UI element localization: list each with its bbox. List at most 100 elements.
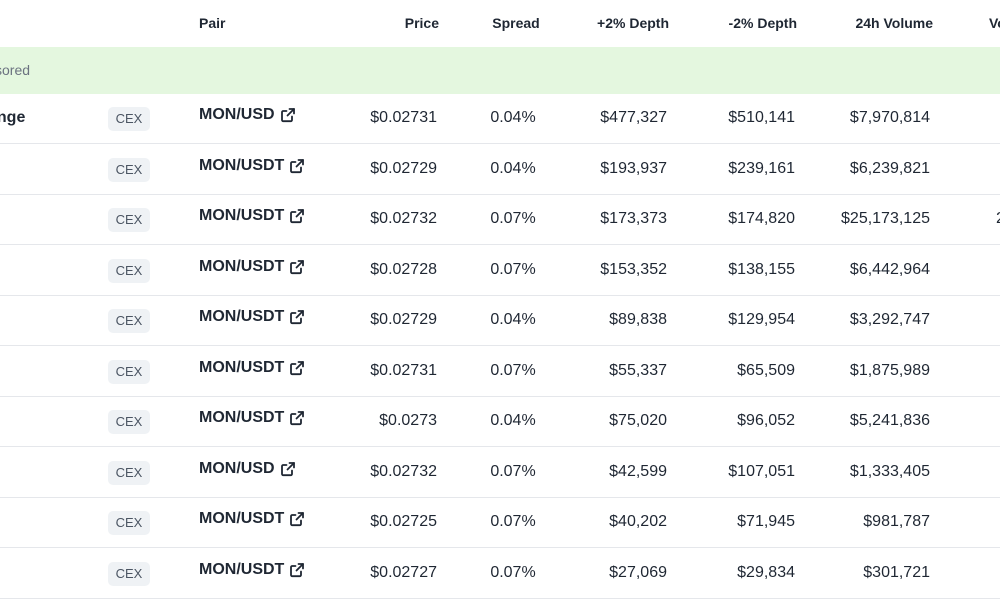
depth-minus-value: $510,141 bbox=[728, 109, 795, 126]
pair-label[interactable]: MON/USDT bbox=[199, 510, 285, 527]
exchange-type-badge: CEX bbox=[108, 208, 150, 232]
external-link-icon[interactable] bbox=[289, 259, 305, 275]
table-row[interactable]: CEX MON/USDT $0.02728 0.07% $153,352 $13… bbox=[0, 246, 1000, 296]
column-header-spread[interactable]: Spread bbox=[492, 15, 540, 31]
pair-label[interactable]: MON/USDT bbox=[199, 207, 285, 224]
price-value: $0.02732 bbox=[370, 462, 437, 480]
pair-link[interactable]: MON/USD bbox=[199, 460, 296, 478]
depth-plus-value: $89,838 bbox=[609, 311, 667, 328]
pair-link[interactable]: MON/USDT bbox=[199, 258, 305, 276]
exchange-type-badge: CEX bbox=[108, 309, 150, 333]
column-header-depth-plus[interactable]: +2% Depth bbox=[597, 15, 669, 31]
external-link-icon[interactable] bbox=[289, 208, 305, 224]
pair-label[interactable]: MON/USDT bbox=[199, 358, 285, 376]
pair-link[interactable]: MON/USDT bbox=[199, 359, 305, 377]
spread-value: 0.07% bbox=[490, 260, 536, 278]
table-row[interactable]: CEX MON/USDT $0.02727 0.07% $27,069 $29,… bbox=[0, 549, 1000, 599]
price-value: $0.02727 bbox=[370, 563, 437, 581]
depth-minus-value: $138,155 bbox=[728, 260, 795, 278]
price-value: $0.02729 bbox=[370, 311, 437, 328]
pair-label[interactable]: MON/USDT bbox=[199, 156, 285, 174]
table-row[interactable]: CEX MON/USDT $0.02725 0.07% $40,202 $71,… bbox=[0, 498, 1000, 548]
spread-value: 0.07% bbox=[490, 361, 536, 379]
column-header-price[interactable]: Price bbox=[404, 15, 439, 31]
depth-minus-value: $65,509 bbox=[737, 361, 795, 379]
volume-value: $1,333,405 bbox=[849, 462, 930, 480]
pair-link[interactable]: MON/USDT bbox=[199, 157, 305, 175]
spread-value: 0.04% bbox=[490, 109, 536, 126]
spread-value: 0.07% bbox=[490, 210, 536, 227]
external-link-icon[interactable] bbox=[289, 360, 305, 376]
depth-plus-value: $40,202 bbox=[609, 513, 667, 530]
table-row[interactable]: CEX MON/USDT $0.02732 0.07% $173,373 $17… bbox=[0, 195, 1000, 245]
depth-plus-value: $173,373 bbox=[600, 210, 667, 227]
column-header-volume[interactable]: 24h Volume bbox=[855, 15, 933, 31]
pair-label[interactable]: MON/USDT bbox=[199, 257, 285, 275]
external-link-icon[interactable] bbox=[289, 410, 305, 426]
spread-value: 0.07% bbox=[490, 563, 536, 581]
spread-value: 0.07% bbox=[490, 462, 536, 480]
pair-label[interactable]: MON/USDT bbox=[199, 409, 285, 426]
table-row[interactable]: ange CEX MON/USD $0.02731 0.04% $477,327… bbox=[0, 94, 1000, 144]
spread-value: 0.04% bbox=[490, 412, 536, 429]
pair-label[interactable]: MON/USDT bbox=[199, 560, 285, 578]
external-link-icon[interactable] bbox=[289, 511, 305, 527]
spread-value: 0.04% bbox=[490, 159, 536, 177]
external-link-icon[interactable] bbox=[289, 158, 305, 174]
exchange-name[interactable]: ange bbox=[0, 109, 26, 126]
price-value: $0.02732 bbox=[370, 210, 437, 227]
exchange-type-badge: CEX bbox=[108, 359, 150, 384]
column-header-depth-minus[interactable]: -2% Depth bbox=[728, 15, 797, 31]
pair-link[interactable]: MON/USDT bbox=[199, 409, 305, 427]
external-link-icon[interactable] bbox=[280, 461, 296, 477]
spread-value: 0.04% bbox=[490, 311, 536, 328]
price-value: $0.02729 bbox=[370, 159, 437, 177]
pair-link[interactable]: MON/USDT bbox=[199, 308, 305, 326]
pair-link[interactable]: MON/USDT bbox=[199, 207, 305, 225]
volume-value: $3,292,747 bbox=[849, 311, 930, 328]
depth-plus-value: $75,020 bbox=[609, 412, 667, 429]
volume-value: $5,241,836 bbox=[849, 412, 930, 429]
depth-plus-value: $193,937 bbox=[600, 159, 667, 177]
pair-label[interactable]: MON/USD bbox=[199, 106, 275, 123]
volume-value: $1,875,989 bbox=[849, 361, 930, 379]
depth-minus-value: $239,161 bbox=[728, 159, 795, 177]
exchange-type-badge: CEX bbox=[108, 410, 150, 434]
depth-minus-value: $71,945 bbox=[737, 513, 795, 530]
exchange-type-badge: CEX bbox=[108, 511, 150, 535]
pair-link[interactable]: MON/USD bbox=[199, 106, 296, 124]
depth-plus-value: $153,352 bbox=[600, 260, 667, 278]
pair-label[interactable]: MON/USDT bbox=[199, 308, 285, 325]
price-value: $0.02728 bbox=[370, 260, 437, 278]
column-header-pair[interactable]: Pair bbox=[199, 15, 226, 31]
pair-label[interactable]: MON/USD bbox=[199, 459, 275, 477]
price-value: $0.02731 bbox=[370, 109, 437, 126]
depth-plus-value: $27,069 bbox=[609, 563, 667, 581]
sponsored-row[interactable]: sored bbox=[0, 47, 1000, 94]
depth-minus-value: $174,820 bbox=[728, 210, 795, 227]
pair-link[interactable]: MON/USDT bbox=[199, 561, 305, 579]
exchange-type-badge: CEX bbox=[108, 258, 150, 283]
external-link-icon[interactable] bbox=[289, 562, 305, 578]
depth-minus-value: $107,051 bbox=[728, 462, 795, 480]
table-row[interactable]: CEX MON/USDT $0.02729 0.04% $89,838 $129… bbox=[0, 296, 1000, 346]
sponsored-label: sored bbox=[0, 62, 31, 78]
table-row[interactable]: CEX MON/USDT $0.0273 0.04% $75,020 $96,0… bbox=[0, 397, 1000, 447]
external-link-icon[interactable] bbox=[280, 107, 296, 123]
external-link-icon[interactable] bbox=[289, 309, 305, 325]
table-row[interactable]: CEX MON/USDT $0.02729 0.04% $193,937 $23… bbox=[0, 145, 1000, 195]
column-header-next[interactable]: Vo bbox=[989, 15, 1000, 31]
exchange-type-badge: CEX bbox=[108, 157, 150, 182]
exchange-type-badge: CEX bbox=[108, 107, 150, 131]
exchange-type-badge: CEX bbox=[108, 460, 150, 485]
price-value: $0.02725 bbox=[370, 513, 437, 530]
volume-value: $6,442,964 bbox=[849, 260, 930, 278]
pair-link[interactable]: MON/USDT bbox=[199, 510, 305, 528]
table-row[interactable]: CEX MON/USDT $0.02731 0.07% $55,337 $65,… bbox=[0, 347, 1000, 397]
exchange-type-badge: CEX bbox=[108, 561, 150, 586]
volume-percent-value: 2 bbox=[996, 210, 1000, 228]
depth-plus-value: $55,337 bbox=[609, 361, 667, 379]
table-row[interactable]: CEX MON/USD $0.02732 0.07% $42,599 $107,… bbox=[0, 448, 1000, 498]
table-header: Pair Price Spread +2% Depth -2% Depth 24… bbox=[0, 0, 1000, 47]
